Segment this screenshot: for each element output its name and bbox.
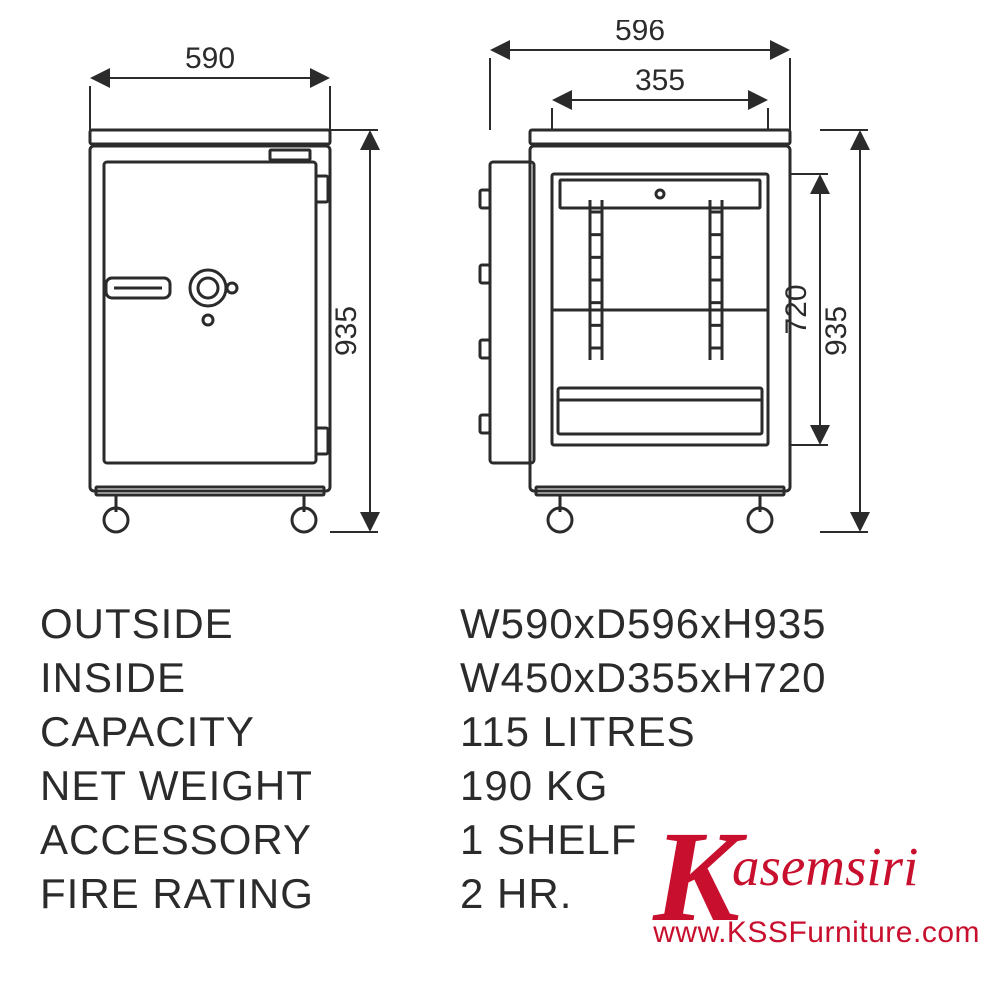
spec-label: ACCESSORY: [40, 816, 460, 864]
technical-drawing: 590935596355720935: [30, 20, 970, 590]
svg-text:355: 355: [635, 64, 685, 97]
spec-value: 1 SHELF: [460, 816, 637, 864]
spec-label: OUTSIDE: [40, 600, 460, 648]
spec-row: CAPACITY115 LITRES: [40, 708, 960, 756]
spec-label: NET WEIGHT: [40, 762, 460, 810]
spec-value: W590xD596xH935: [460, 600, 827, 648]
spec-value: 2 HR.: [460, 870, 572, 918]
spec-row: INSIDEW450xD355xH720: [40, 654, 960, 702]
svg-text:935: 935: [820, 306, 853, 356]
spec-value: W450xD355xH720: [460, 654, 827, 702]
drawing-svg: 590935596355720935: [30, 20, 970, 590]
spec-value: 115 LITRES: [460, 708, 696, 756]
spec-label: CAPACITY: [40, 708, 460, 756]
spec-value: 190 KG: [460, 762, 608, 810]
svg-text:720: 720: [780, 284, 813, 334]
spec-label: INSIDE: [40, 654, 460, 702]
spec-row: OUTSIDEW590xD596xH935: [40, 600, 960, 648]
svg-text:596: 596: [615, 20, 665, 47]
watermark: Kasemsiri www.KSSFurniture.com: [653, 797, 980, 950]
watermark-letter: K: [653, 832, 740, 923]
svg-text:935: 935: [330, 306, 363, 356]
svg-text:590: 590: [185, 42, 235, 75]
watermark-text: asemsiri: [732, 836, 918, 897]
spec-label: FIRE RATING: [40, 870, 460, 918]
